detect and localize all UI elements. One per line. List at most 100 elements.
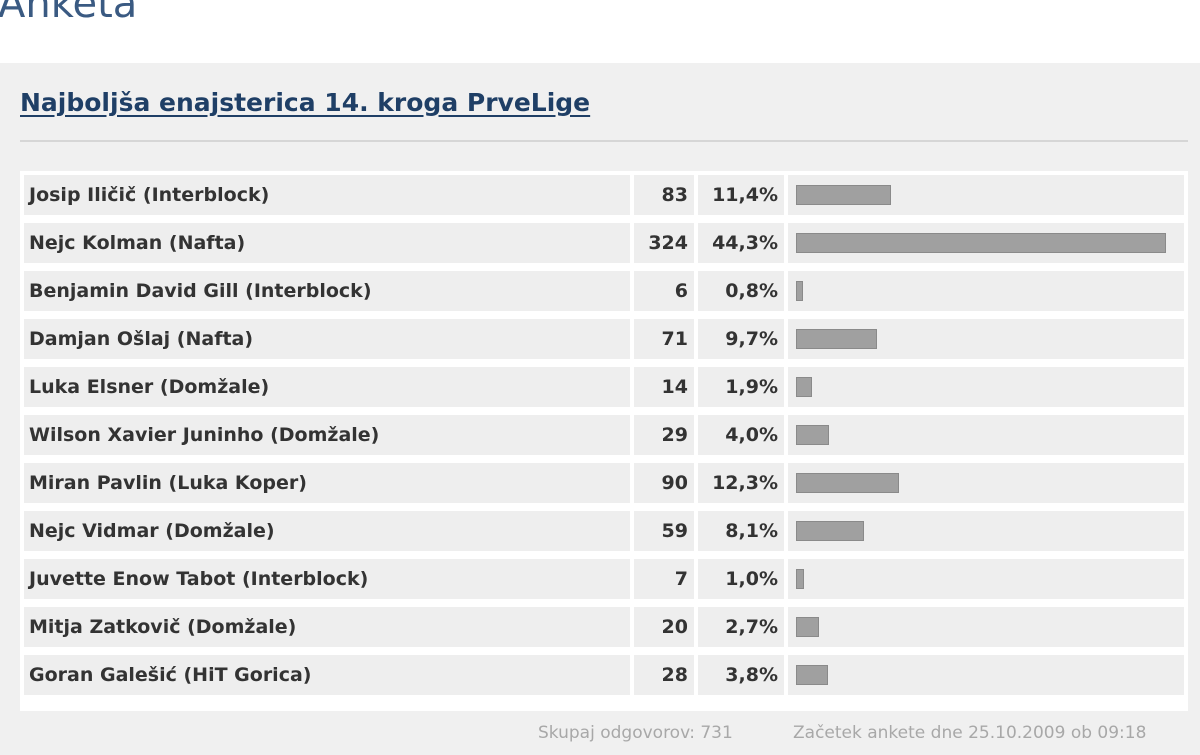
option-name-cell: Benjamin David Gill (Interblock) — [24, 271, 630, 311]
vote-bar-fill — [796, 233, 1166, 253]
vote-bar-cell — [788, 319, 1184, 359]
option-name-cell: Wilson Xavier Juninho (Domžale) — [24, 415, 630, 455]
vote-count-cell: 28 — [634, 655, 694, 695]
result-row: Damjan Ošlaj (Nafta) 71 9,7% — [20, 315, 1188, 363]
vote-count: 28 — [661, 664, 688, 686]
vote-bar-fill — [796, 473, 899, 493]
option-name: Josip Iličič (Interblock) — [29, 184, 270, 206]
option-name: Goran Galešić (HiT Gorica) — [29, 664, 312, 686]
vote-count: 59 — [661, 520, 688, 542]
total-responses: Skupaj odgovorov: 731 — [538, 723, 733, 743]
option-name: Nejc Vidmar (Domžale) — [29, 520, 275, 542]
option-name: Mitja Zatkovič (Domžale) — [29, 616, 297, 638]
vote-bar-fill — [796, 521, 864, 541]
vote-count: 14 — [661, 376, 688, 398]
vote-bar-fill — [796, 617, 819, 637]
vote-bar-cell — [788, 511, 1184, 551]
vote-percent-cell: 11,4% — [698, 175, 784, 215]
result-row: Benjamin David Gill (Interblock) 6 0,8% — [20, 267, 1188, 315]
vote-bar-cell — [788, 607, 1184, 647]
vote-count-cell: 20 — [634, 607, 694, 647]
vote-count-cell: 83 — [634, 175, 694, 215]
vote-bar-fill — [796, 665, 828, 685]
vote-count: 7 — [674, 568, 688, 590]
option-name-cell: Nejc Kolman (Nafta) — [24, 223, 630, 263]
option-name-cell: Josip Iličič (Interblock) — [24, 175, 630, 215]
vote-bar-fill — [796, 185, 891, 205]
vote-percent-cell: 12,3% — [698, 463, 784, 503]
result-row: Luka Elsner (Domžale) 14 1,9% — [20, 363, 1188, 411]
option-name-cell: Mitja Zatkovič (Domžale) — [24, 607, 630, 647]
vote-bar-fill — [796, 377, 812, 397]
vote-count: 83 — [661, 184, 688, 206]
result-row: Nejc Vidmar (Domžale) 59 8,1% — [20, 507, 1188, 555]
vote-bar-cell — [788, 367, 1184, 407]
vote-percent-cell: 2,7% — [698, 607, 784, 647]
vote-percent: 4,0% — [725, 424, 778, 446]
option-name-cell: Nejc Vidmar (Domžale) — [24, 511, 630, 551]
vote-percent: 8,1% — [725, 520, 778, 542]
vote-percent-cell: 0,8% — [698, 271, 784, 311]
option-name: Damjan Ošlaj (Nafta) — [29, 328, 254, 350]
vote-percent: 3,8% — [725, 664, 778, 686]
vote-count-cell: 29 — [634, 415, 694, 455]
vote-bar-cell — [788, 463, 1184, 503]
vote-count: 90 — [661, 472, 688, 494]
poll-title-link[interactable]: Najboljša enajsterica 14. kroga PrveLige — [20, 88, 591, 117]
vote-count: 324 — [648, 232, 688, 254]
vote-bar-cell — [788, 223, 1184, 263]
vote-count: 6 — [674, 280, 688, 302]
vote-percent: 1,9% — [725, 376, 778, 398]
vote-percent: 12,3% — [712, 472, 778, 494]
result-row: Wilson Xavier Juninho (Domžale) 29 4,0% — [20, 411, 1188, 459]
results-table: Josip Iličič (Interblock) 83 11,4% Nejc Kol… — [20, 171, 1188, 711]
vote-count-cell: 324 — [634, 223, 694, 263]
vote-bar-fill — [796, 569, 804, 589]
vote-count-cell: 14 — [634, 367, 694, 407]
vote-count-cell: 59 — [634, 511, 694, 551]
option-name-cell: Damjan Ošlaj (Nafta) — [24, 319, 630, 359]
option-name-cell: Miran Pavlin (Luka Koper) — [24, 463, 630, 503]
result-row: Mitja Zatkovič (Domžale) 20 2,7% — [20, 603, 1188, 651]
vote-bar-fill — [796, 425, 829, 445]
option-name-cell: Goran Galešić (HiT Gorica) — [24, 655, 630, 695]
vote-count: 20 — [661, 616, 688, 638]
vote-count: 29 — [661, 424, 688, 446]
option-name: Nejc Kolman (Nafta) — [29, 232, 246, 254]
vote-bar-fill — [796, 281, 803, 301]
vote-bar-fill — [796, 329, 877, 349]
vote-percent-cell: 8,1% — [698, 511, 784, 551]
vote-count-cell: 90 — [634, 463, 694, 503]
vote-percent: 1,0% — [725, 568, 778, 590]
vote-percent: 11,4% — [712, 184, 778, 206]
poll-start-date: Začetek ankete dne 25.10.2009 ob 09:18 — [793, 723, 1147, 743]
vote-percent-cell: 1,9% — [698, 367, 784, 407]
vote-percent-cell: 3,8% — [698, 655, 784, 695]
result-row: Nejc Kolman (Nafta) 324 44,3% — [20, 219, 1188, 267]
vote-count-cell: 7 — [634, 559, 694, 599]
option-name-cell: Juvette Enow Tabot (Interblock) — [24, 559, 630, 599]
option-name-cell: Luka Elsner (Domžale) — [24, 367, 630, 407]
option-name: Benjamin David Gill (Interblock) — [29, 280, 372, 302]
vote-percent-cell: 4,0% — [698, 415, 784, 455]
vote-count-cell: 6 — [634, 271, 694, 311]
option-name: Miran Pavlin (Luka Koper) — [29, 472, 307, 494]
vote-bar-cell — [788, 655, 1184, 695]
vote-count: 71 — [661, 328, 688, 350]
vote-percent-cell: 44,3% — [698, 223, 784, 263]
divider — [20, 140, 1188, 142]
vote-bar-cell — [788, 271, 1184, 311]
option-name: Luka Elsner (Domžale) — [29, 376, 270, 398]
option-name: Wilson Xavier Juninho (Domžale) — [29, 424, 380, 446]
page-heading: Anketa — [0, 0, 138, 27]
option-name: Juvette Enow Tabot (Interblock) — [29, 568, 369, 590]
vote-bar-cell — [788, 415, 1184, 455]
result-row: Juvette Enow Tabot (Interblock) 7 1,0% — [20, 555, 1188, 603]
result-row: Josip Iličič (Interblock) 83 11,4% — [20, 171, 1188, 219]
vote-percent: 44,3% — [712, 232, 778, 254]
vote-bar-cell — [788, 559, 1184, 599]
vote-percent-cell: 1,0% — [698, 559, 784, 599]
vote-percent: 2,7% — [725, 616, 778, 638]
vote-count-cell: 71 — [634, 319, 694, 359]
result-row: Miran Pavlin (Luka Koper) 90 12,3% — [20, 459, 1188, 507]
